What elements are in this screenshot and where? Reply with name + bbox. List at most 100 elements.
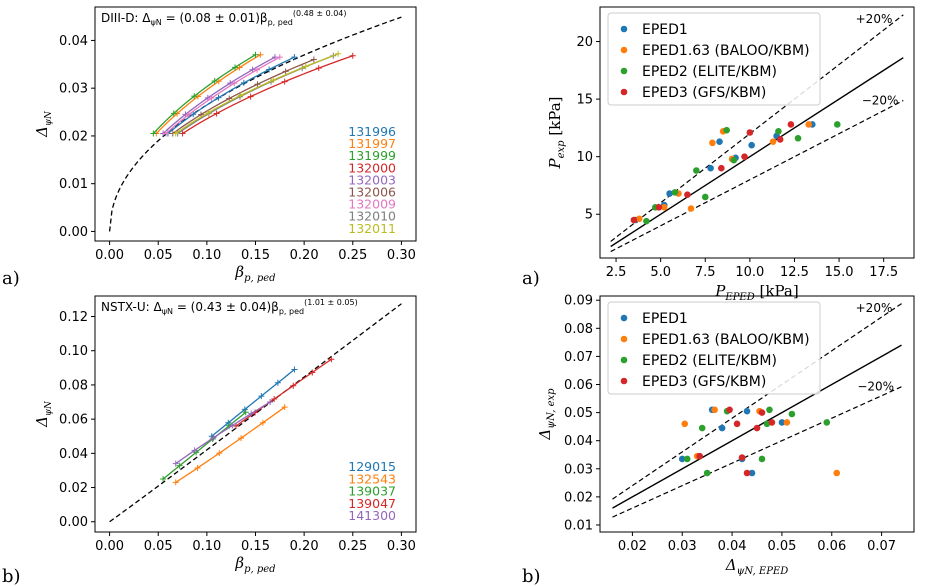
series-marker-131996 xyxy=(266,66,273,73)
y-tick-label: 0.07 xyxy=(564,350,593,365)
data-point-eped1 xyxy=(748,141,755,149)
y-tick-label: 0.10 xyxy=(59,344,88,359)
series-marker-141300 xyxy=(210,434,217,441)
series-marker-131996 xyxy=(215,94,222,101)
data-point-eped3 xyxy=(753,424,761,432)
series-marker-132000 xyxy=(281,78,288,85)
series-marker-132006 xyxy=(254,81,261,88)
series-marker-132000 xyxy=(213,110,220,117)
y-tick-label: 0.03 xyxy=(564,462,593,477)
y-tick-label: 0.04 xyxy=(564,434,593,449)
data-point-eped3 xyxy=(776,136,784,143)
data-point-eped1 xyxy=(666,190,673,197)
series-marker-132543 xyxy=(238,435,245,442)
y-tick-label: 0.02 xyxy=(59,481,88,496)
x-tick-label: 7.5 xyxy=(695,265,716,280)
y-tick-label: 0.01 xyxy=(59,177,88,192)
series-marker-132000 xyxy=(349,52,356,59)
series-marker-132011 xyxy=(172,130,179,137)
y-tick-label: 0.01 xyxy=(564,518,593,533)
series-line-132009 xyxy=(165,56,281,135)
panel-label-top-right: a) xyxy=(522,268,540,289)
plot-area xyxy=(612,303,902,518)
x-tick-label: 0.10 xyxy=(192,248,221,263)
series-marker-139047 xyxy=(290,382,297,389)
y-axis-label: Pexp [kPa] xyxy=(546,97,567,170)
upper-band-label: +20% xyxy=(856,12,893,26)
legend-box xyxy=(607,301,821,395)
y-tick-label: 0.06 xyxy=(564,378,593,393)
data-point-eped3 xyxy=(768,419,776,426)
y-tick-label: 10 xyxy=(576,150,593,165)
data-point-eped3 xyxy=(718,164,725,172)
series-marker-129015 xyxy=(241,406,248,413)
y-tick-label: 0.00 xyxy=(59,225,88,240)
legend-marker-eped3 xyxy=(620,377,628,385)
lower-band-line xyxy=(612,386,902,518)
series-marker-132011 xyxy=(270,77,277,84)
y-axis-label: ΔψN xyxy=(33,400,54,428)
data-point-eped1.63 xyxy=(805,121,813,128)
chart-nstxu: 0.00 0.05 0.10 0.15 0.20 0.25 0.30 0.00 0.02 0.04… xyxy=(33,295,417,575)
series-line-141300 xyxy=(175,401,271,465)
series-line-139047 xyxy=(235,358,332,427)
data-point-eped3 xyxy=(741,153,748,160)
data-point-eped2 xyxy=(794,134,802,142)
plot-area xyxy=(610,14,904,253)
identity-line xyxy=(610,57,904,248)
legend-label-132543: 132543 xyxy=(348,471,396,486)
legend-label-eped3: EPED3 (GFS/KBM) xyxy=(642,374,766,390)
lower-band-label: −20% xyxy=(857,379,894,393)
lower-band-line xyxy=(610,99,904,253)
y-tick-label: 0.03 xyxy=(59,82,88,97)
x-tick-label: 0.05 xyxy=(144,539,173,554)
x-tick-label: 0.15 xyxy=(241,248,270,263)
series-marker-141300 xyxy=(267,399,274,406)
series-marker-129015 xyxy=(225,419,232,426)
data-point-eped2 xyxy=(763,420,771,428)
y-tick-label: 20 xyxy=(576,35,593,50)
series-line-132006 xyxy=(172,58,315,135)
y-tick-label: 0.02 xyxy=(59,129,88,144)
data-point-eped1 xyxy=(678,455,686,463)
y-axis-label: ΔψN, exp xyxy=(536,388,557,441)
data-point-eped2 xyxy=(701,193,709,201)
data-point-eped2 xyxy=(703,469,711,477)
x-tick-label: 0.25 xyxy=(338,248,367,263)
series-marker-131996 xyxy=(291,54,298,61)
data-point-eped3 xyxy=(684,191,691,198)
legend-marker-eped1 xyxy=(620,314,628,322)
data-point-eped2 xyxy=(833,121,841,128)
series-marker-132009 xyxy=(163,130,170,137)
series-marker-132543 xyxy=(281,404,288,411)
legend-marker-eped1 xyxy=(620,25,628,33)
data-point-eped1 xyxy=(716,138,723,146)
x-axis-label: βp, ped xyxy=(234,263,275,284)
x-tick-label: 2.5 xyxy=(606,265,627,280)
y-tick-label: 0.04 xyxy=(59,34,88,49)
data-point-eped1.63 xyxy=(711,406,718,414)
series-marker-129015 xyxy=(258,393,265,400)
series-marker-139037 xyxy=(160,475,167,482)
data-point-eped3 xyxy=(758,409,766,416)
data-point-eped1.63 xyxy=(769,138,777,146)
x-tick-label: 15.0 xyxy=(825,265,854,280)
data-point-eped2 xyxy=(723,126,730,134)
data-point-eped1 xyxy=(707,164,714,172)
lower-band-label: −20% xyxy=(862,93,899,107)
series-marker-132009 xyxy=(231,80,238,87)
series-marker-132011 xyxy=(237,92,244,99)
panel-label-bottom-left: b) xyxy=(2,566,21,586)
y-tick-label: 0.08 xyxy=(564,322,593,337)
legend-box xyxy=(607,12,821,106)
x-axis-label: PEPED [kPa] xyxy=(714,282,798,303)
data-point-eped2 xyxy=(683,455,691,463)
series-marker-139047 xyxy=(309,369,316,376)
legend-label-129015: 129015 xyxy=(348,459,396,474)
x-tick-label: 0.05 xyxy=(144,248,173,263)
series-marker-131999 xyxy=(252,51,259,58)
data-point-eped3 xyxy=(787,121,795,128)
x-tick-label: 0.00 xyxy=(95,248,124,263)
legend-label-eped1: EPED1 xyxy=(642,311,688,327)
